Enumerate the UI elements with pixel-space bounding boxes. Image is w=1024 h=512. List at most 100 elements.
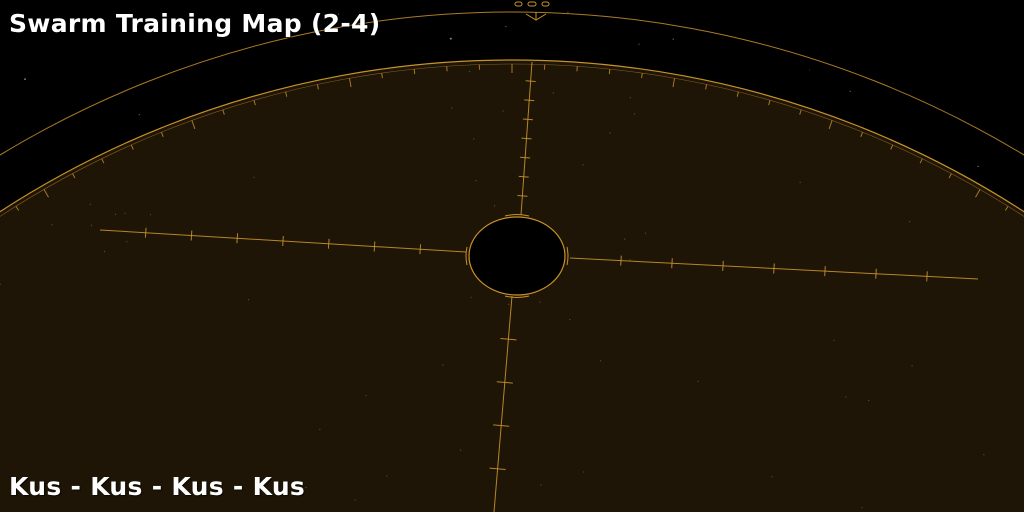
axis-tick bbox=[671, 258, 673, 269]
edge-tick bbox=[222, 109, 225, 115]
edge-tick bbox=[1004, 205, 1009, 211]
axis-tick bbox=[282, 235, 284, 247]
star bbox=[449, 37, 452, 40]
edge-tick bbox=[919, 158, 923, 164]
axis-tick bbox=[190, 230, 193, 241]
dust-speck bbox=[126, 241, 128, 243]
dust-speck bbox=[89, 203, 91, 205]
dust-speck bbox=[833, 339, 835, 341]
dust-speck bbox=[583, 471, 585, 473]
north-marker[interactable] bbox=[514, 1, 550, 21]
axis-tick bbox=[522, 118, 533, 121]
dust-speck bbox=[861, 507, 863, 509]
star bbox=[638, 43, 640, 45]
dust-speck bbox=[633, 113, 636, 115]
center-hole-brackets bbox=[465, 214, 569, 298]
dust-speck bbox=[305, 486, 307, 489]
edge-tick bbox=[191, 120, 196, 130]
edge-tick bbox=[15, 205, 20, 211]
dust-speck bbox=[539, 301, 541, 303]
axis-tick bbox=[773, 263, 775, 274]
dust-speck bbox=[909, 221, 911, 223]
edge-tick bbox=[828, 120, 833, 130]
dust-speck bbox=[51, 224, 53, 226]
edge-tick bbox=[672, 78, 675, 88]
star bbox=[809, 69, 810, 71]
dust-speck bbox=[845, 396, 847, 398]
dust-speck bbox=[114, 213, 116, 215]
star bbox=[567, 11, 569, 13]
edge-tick bbox=[253, 100, 256, 106]
edge-tick bbox=[641, 73, 643, 79]
dust-speck bbox=[508, 303, 510, 305]
outer-orbit-ring bbox=[0, 11, 1024, 156]
dust-speck bbox=[247, 299, 250, 301]
north-marker-pip-2 bbox=[527, 1, 537, 7]
edge-tick bbox=[608, 69, 611, 75]
axis-tick bbox=[518, 175, 529, 178]
dust-speck bbox=[868, 399, 870, 402]
dust-speck bbox=[354, 499, 356, 501]
edge-tick bbox=[160, 132, 164, 137]
dust-speck bbox=[540, 484, 542, 486]
dust-speck bbox=[911, 365, 913, 367]
star bbox=[138, 113, 140, 116]
edge-tick bbox=[349, 78, 352, 88]
map-title: Swarm Training Map (2-4) bbox=[9, 9, 381, 38]
axis-ticks bbox=[144, 80, 928, 470]
dust-speck bbox=[442, 364, 444, 366]
dust-speck bbox=[386, 475, 388, 477]
axis-tick bbox=[493, 424, 510, 427]
dust-speck bbox=[319, 428, 321, 430]
star bbox=[977, 165, 979, 168]
edge-tick bbox=[975, 189, 981, 198]
dust-speck bbox=[493, 205, 496, 207]
edge-tick bbox=[799, 109, 802, 115]
axis-tick bbox=[875, 268, 877, 279]
center-hole[interactable] bbox=[468, 216, 566, 296]
star bbox=[849, 90, 851, 92]
dust-speck bbox=[983, 454, 985, 456]
dust-speck bbox=[697, 380, 699, 382]
dust-speck bbox=[599, 360, 602, 362]
dust-speck bbox=[475, 180, 477, 182]
axis-tick bbox=[496, 381, 513, 384]
dust-speck bbox=[629, 259, 631, 261]
axis-tick bbox=[144, 227, 147, 238]
dust-speck bbox=[253, 176, 255, 178]
edge-tick bbox=[860, 132, 864, 137]
edge-tick bbox=[736, 91, 739, 97]
axis-tick bbox=[525, 80, 536, 82]
dust-speck bbox=[609, 132, 611, 134]
dust-speck bbox=[624, 238, 626, 240]
axis-tick bbox=[824, 266, 826, 277]
axis-tick bbox=[520, 156, 531, 159]
edge-tick bbox=[72, 173, 76, 179]
star bbox=[179, 24, 182, 27]
dust-speck bbox=[0, 283, 1, 285]
edge-tick bbox=[413, 69, 416, 75]
edge-tick bbox=[768, 100, 771, 106]
axis-tick bbox=[521, 137, 532, 140]
dust-speck bbox=[460, 449, 462, 451]
dust-speck bbox=[150, 214, 152, 216]
dust-speck bbox=[124, 212, 126, 214]
axis-tick bbox=[373, 241, 376, 252]
edge-tick bbox=[101, 158, 105, 164]
north-marker-pip-1 bbox=[514, 1, 523, 7]
dust-speck bbox=[582, 164, 584, 166]
star bbox=[172, 18, 174, 20]
dust-speck bbox=[629, 97, 631, 99]
dust-speck bbox=[365, 395, 367, 397]
dust-speck bbox=[468, 71, 471, 73]
player-list: Kus - Kus - Kus - Kus bbox=[9, 472, 306, 501]
dust-speck bbox=[645, 232, 647, 234]
dust-speck bbox=[552, 92, 554, 94]
edge-tick bbox=[381, 73, 383, 79]
edge-tick bbox=[948, 173, 952, 179]
dust-speck bbox=[771, 476, 773, 478]
edge-tick bbox=[705, 84, 708, 90]
dust-speck bbox=[799, 181, 801, 183]
